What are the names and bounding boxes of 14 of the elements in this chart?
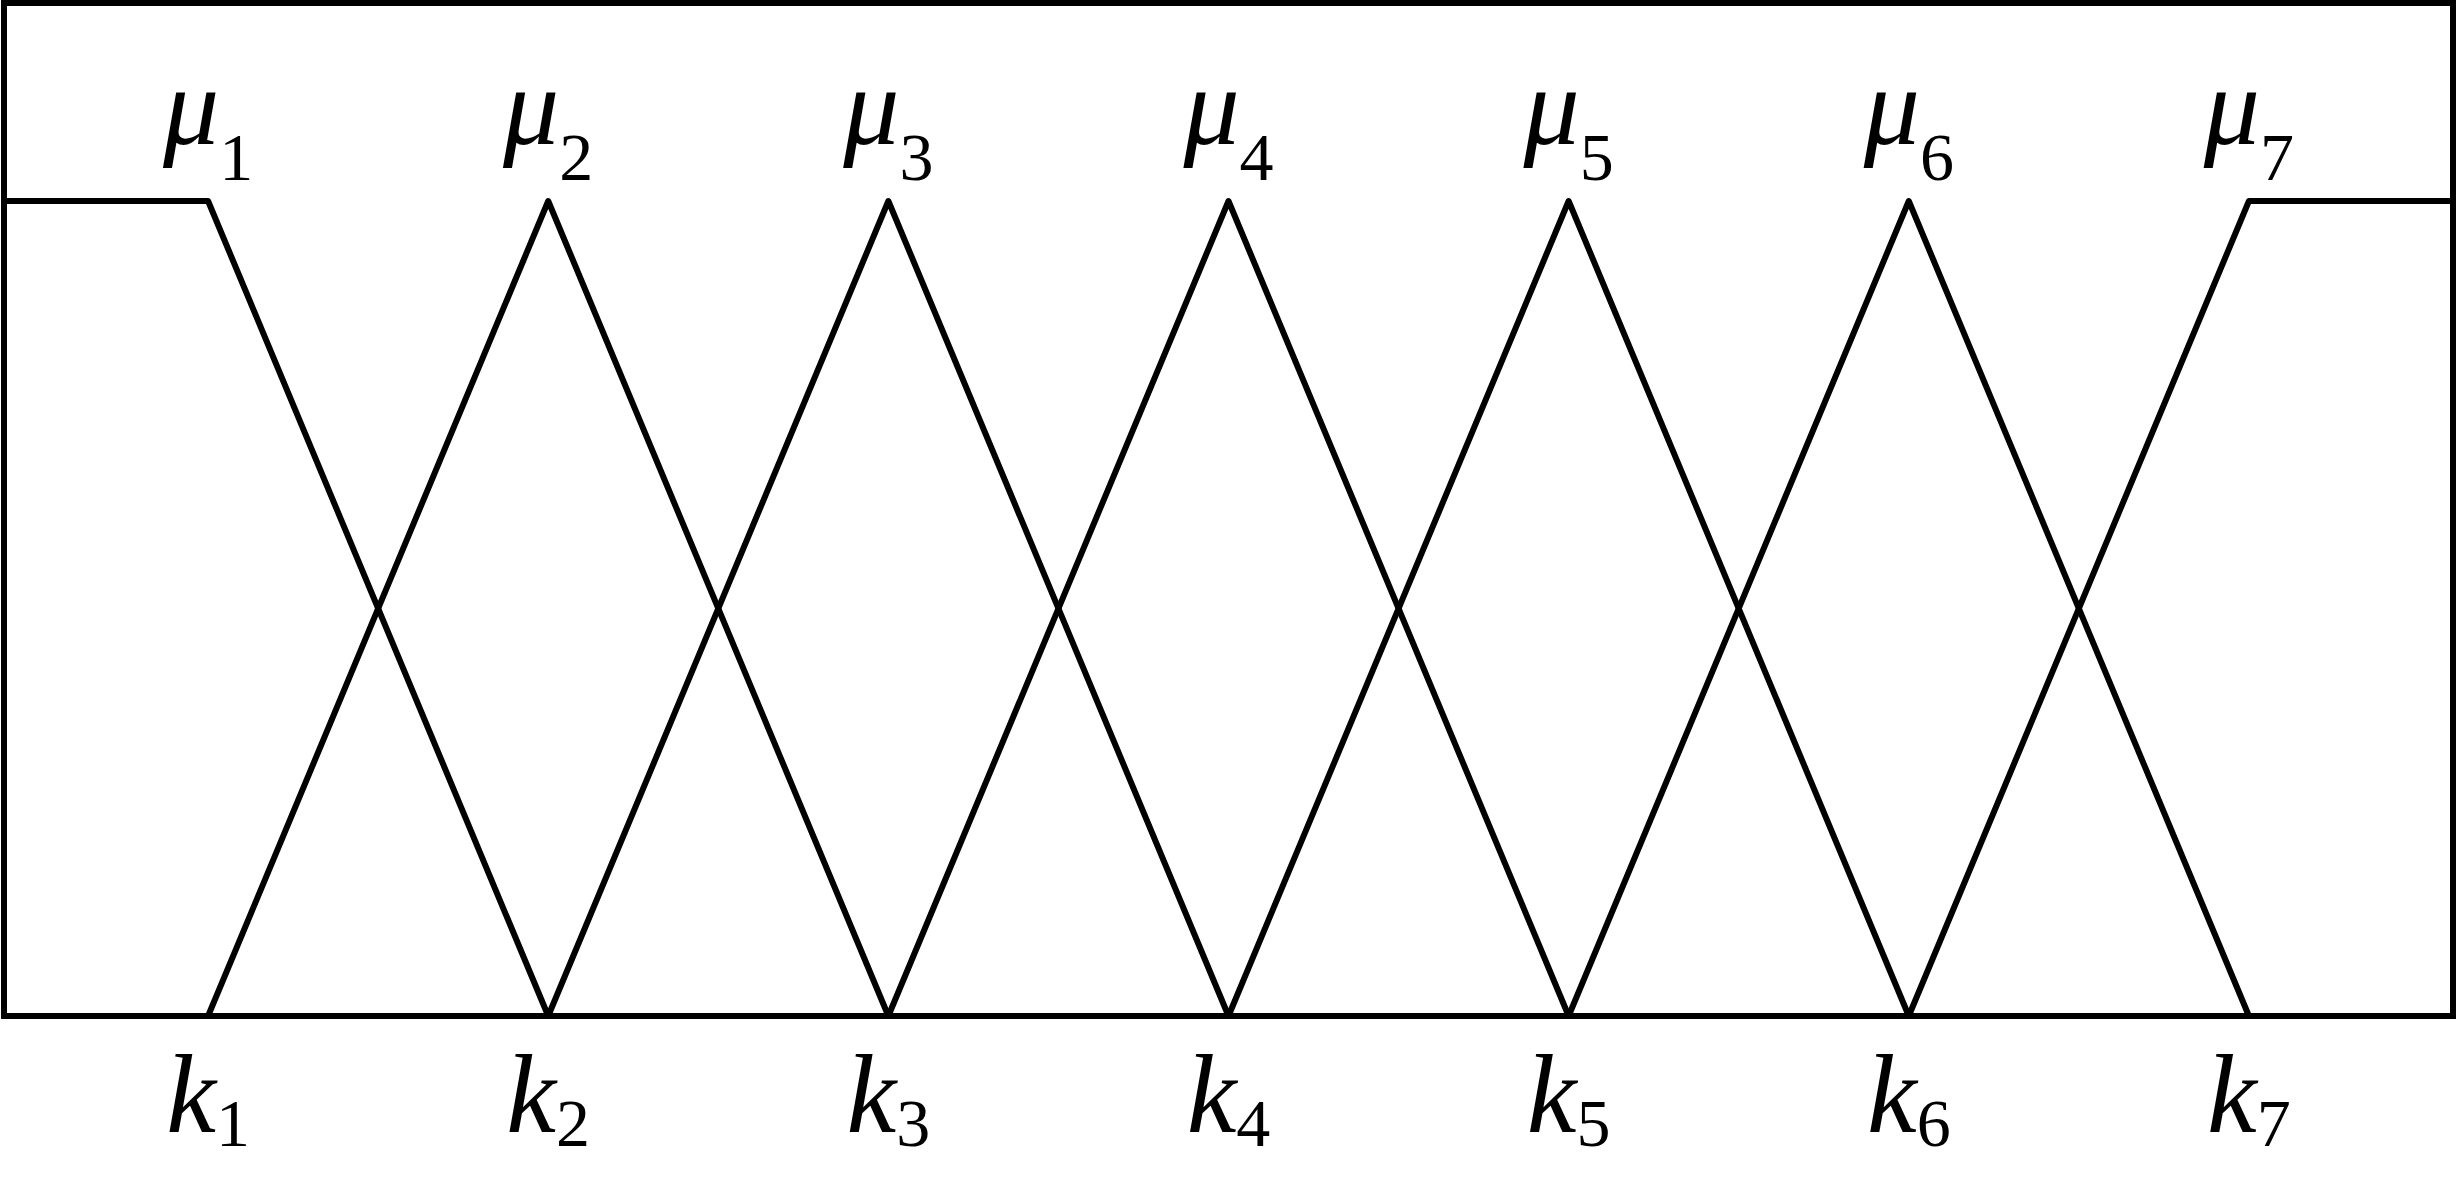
series-label: μ$_{5}$ <box>1522 44 1614 195</box>
x-tick-label: k$_{5}$ <box>1526 1032 1611 1161</box>
x-tick-label: k$_{6}$ <box>1866 1032 1951 1161</box>
series-label: μ$_{3}$ <box>842 44 934 195</box>
x-tick-label: k$_{2}$ <box>506 1032 591 1161</box>
series-label: μ$_{6}$ <box>1862 44 1954 195</box>
x-tick-label: k$_{3}$ <box>846 1032 931 1161</box>
series-label: μ$_{7}$ <box>2202 44 2295 195</box>
series-label: μ$_{2}$ <box>502 44 594 195</box>
x-tick-label: k$_{4}$ <box>1186 1032 1271 1161</box>
x-tick-label: k$_{7}$ <box>2207 1032 2291 1161</box>
series-label: μ$_{4}$ <box>1182 44 1274 195</box>
series-label: μ$_{1}$ <box>161 44 254 195</box>
x-tick-label: k$_{1}$ <box>166 1032 250 1161</box>
